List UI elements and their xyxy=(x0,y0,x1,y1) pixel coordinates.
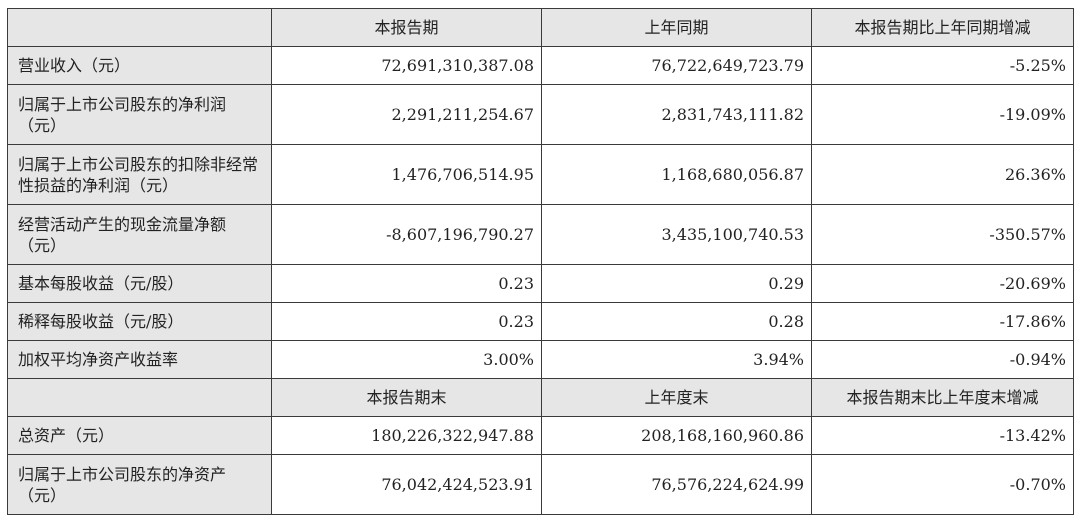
header-row: 本报告期 上年同期 本报告期比上年同期增减 xyxy=(7,8,1074,47)
prior-period-value: 76,576,224,624.99 xyxy=(541,454,812,515)
row-label: 稀释每股收益（元/股） xyxy=(7,302,272,341)
current-period-value: 2,291,211,254.67 xyxy=(271,84,542,145)
row-label: 归属于上市公司股东的净利润（元） xyxy=(7,84,272,145)
change-percent: -17.86% xyxy=(811,302,1074,341)
current-period-value: 72,691,310,387.08 xyxy=(271,46,542,85)
change-percent: -0.94% xyxy=(811,340,1074,379)
table-row: 基本每股收益（元/股） 0.23 0.29 -20.69% xyxy=(7,264,1074,303)
change-percent: 26.36% xyxy=(811,144,1074,205)
table-row: 归属于上市公司股东的扣除非经常性损益的净利润（元） 1,476,706,514.9… xyxy=(7,144,1074,205)
current-period-value: 0.23 xyxy=(271,264,542,303)
row-label: 基本每股收益（元/股） xyxy=(7,264,272,303)
column-header: 上年同期 xyxy=(541,8,812,47)
column-header: 本报告期末 xyxy=(271,378,542,417)
financial-summary-table: 本报告期 上年同期 本报告期比上年同期增减 营业收入（元） 72,691,310,387… xyxy=(7,8,1074,515)
prior-period-value: 208,168,160,960.86 xyxy=(541,416,812,455)
prior-period-value: 3,435,100,740.53 xyxy=(541,204,812,265)
column-header: 本报告期比上年同期增减 xyxy=(811,8,1074,47)
current-period-value: 0.23 xyxy=(271,302,542,341)
row-label: 总资产（元） xyxy=(7,416,272,455)
current-period-value: 180,226,322,947.88 xyxy=(271,416,542,455)
prior-period-value: 3.94% xyxy=(541,340,812,379)
change-percent: -19.09% xyxy=(811,84,1074,145)
prior-period-value: 1,168,680,056.87 xyxy=(541,144,812,205)
row-label: 归属于上市公司股东的扣除非经常性损益的净利润（元） xyxy=(7,144,272,205)
header-blank-cell xyxy=(7,8,272,47)
current-period-value: 76,042,424,523.91 xyxy=(271,454,542,515)
column-header: 本报告期 xyxy=(271,8,542,47)
change-percent: -20.69% xyxy=(811,264,1074,303)
change-percent: -350.57% xyxy=(811,204,1074,265)
table-row: 稀释每股收益（元/股） 0.23 0.28 -17.86% xyxy=(7,302,1074,341)
current-period-value: 3.00% xyxy=(271,340,542,379)
row-label: 加权平均净资产收益率 xyxy=(7,340,272,379)
row-label: 归属于上市公司股东的净资产（元） xyxy=(7,454,272,515)
table-row: 归属于上市公司股东的净利润（元） 2,291,211,254.67 2,831,74… xyxy=(7,84,1074,145)
row-label: 营业收入（元） xyxy=(7,46,272,85)
prior-period-value: 0.29 xyxy=(541,264,812,303)
change-percent: -13.42% xyxy=(811,416,1074,455)
table-row: 总资产（元） 180,226,322,947.88 208,168,160,960.… xyxy=(7,416,1074,455)
current-period-value: 1,476,706,514.95 xyxy=(271,144,542,205)
prior-period-value: 76,722,649,723.79 xyxy=(541,46,812,85)
change-percent: -0.70% xyxy=(811,454,1074,515)
current-period-value: -8,607,196,790.27 xyxy=(271,204,542,265)
change-percent: -5.25% xyxy=(811,46,1074,85)
row-label: 经营活动产生的现金流量净额（元） xyxy=(7,204,272,265)
column-header: 本报告期末比上年度末增减 xyxy=(811,378,1074,417)
header-blank-cell xyxy=(7,378,272,417)
table-row: 营业收入（元） 72,691,310,387.08 76,722,649,723.7… xyxy=(7,46,1074,85)
financial-table-container: 本报告期 上年同期 本报告期比上年同期增减 营业收入（元） 72,691,310,387… xyxy=(7,8,1074,515)
prior-period-value: 2,831,743,111.82 xyxy=(541,84,812,145)
table-row: 归属于上市公司股东的净资产（元） 76,042,424,523.91 76,576,… xyxy=(7,454,1074,515)
table-body: 本报告期 上年同期 本报告期比上年同期增减 营业收入（元） 72,691,310,387… xyxy=(7,8,1074,515)
prior-period-value: 0.28 xyxy=(541,302,812,341)
header-row: 本报告期末 上年度末 本报告期末比上年度末增减 xyxy=(7,378,1074,417)
table-row: 加权平均净资产收益率 3.00% 3.94% -0.94% xyxy=(7,340,1074,379)
column-header: 上年度末 xyxy=(541,378,812,417)
table-row: 经营活动产生的现金流量净额（元） -8,607,196,790.27 3,435,1… xyxy=(7,204,1074,265)
